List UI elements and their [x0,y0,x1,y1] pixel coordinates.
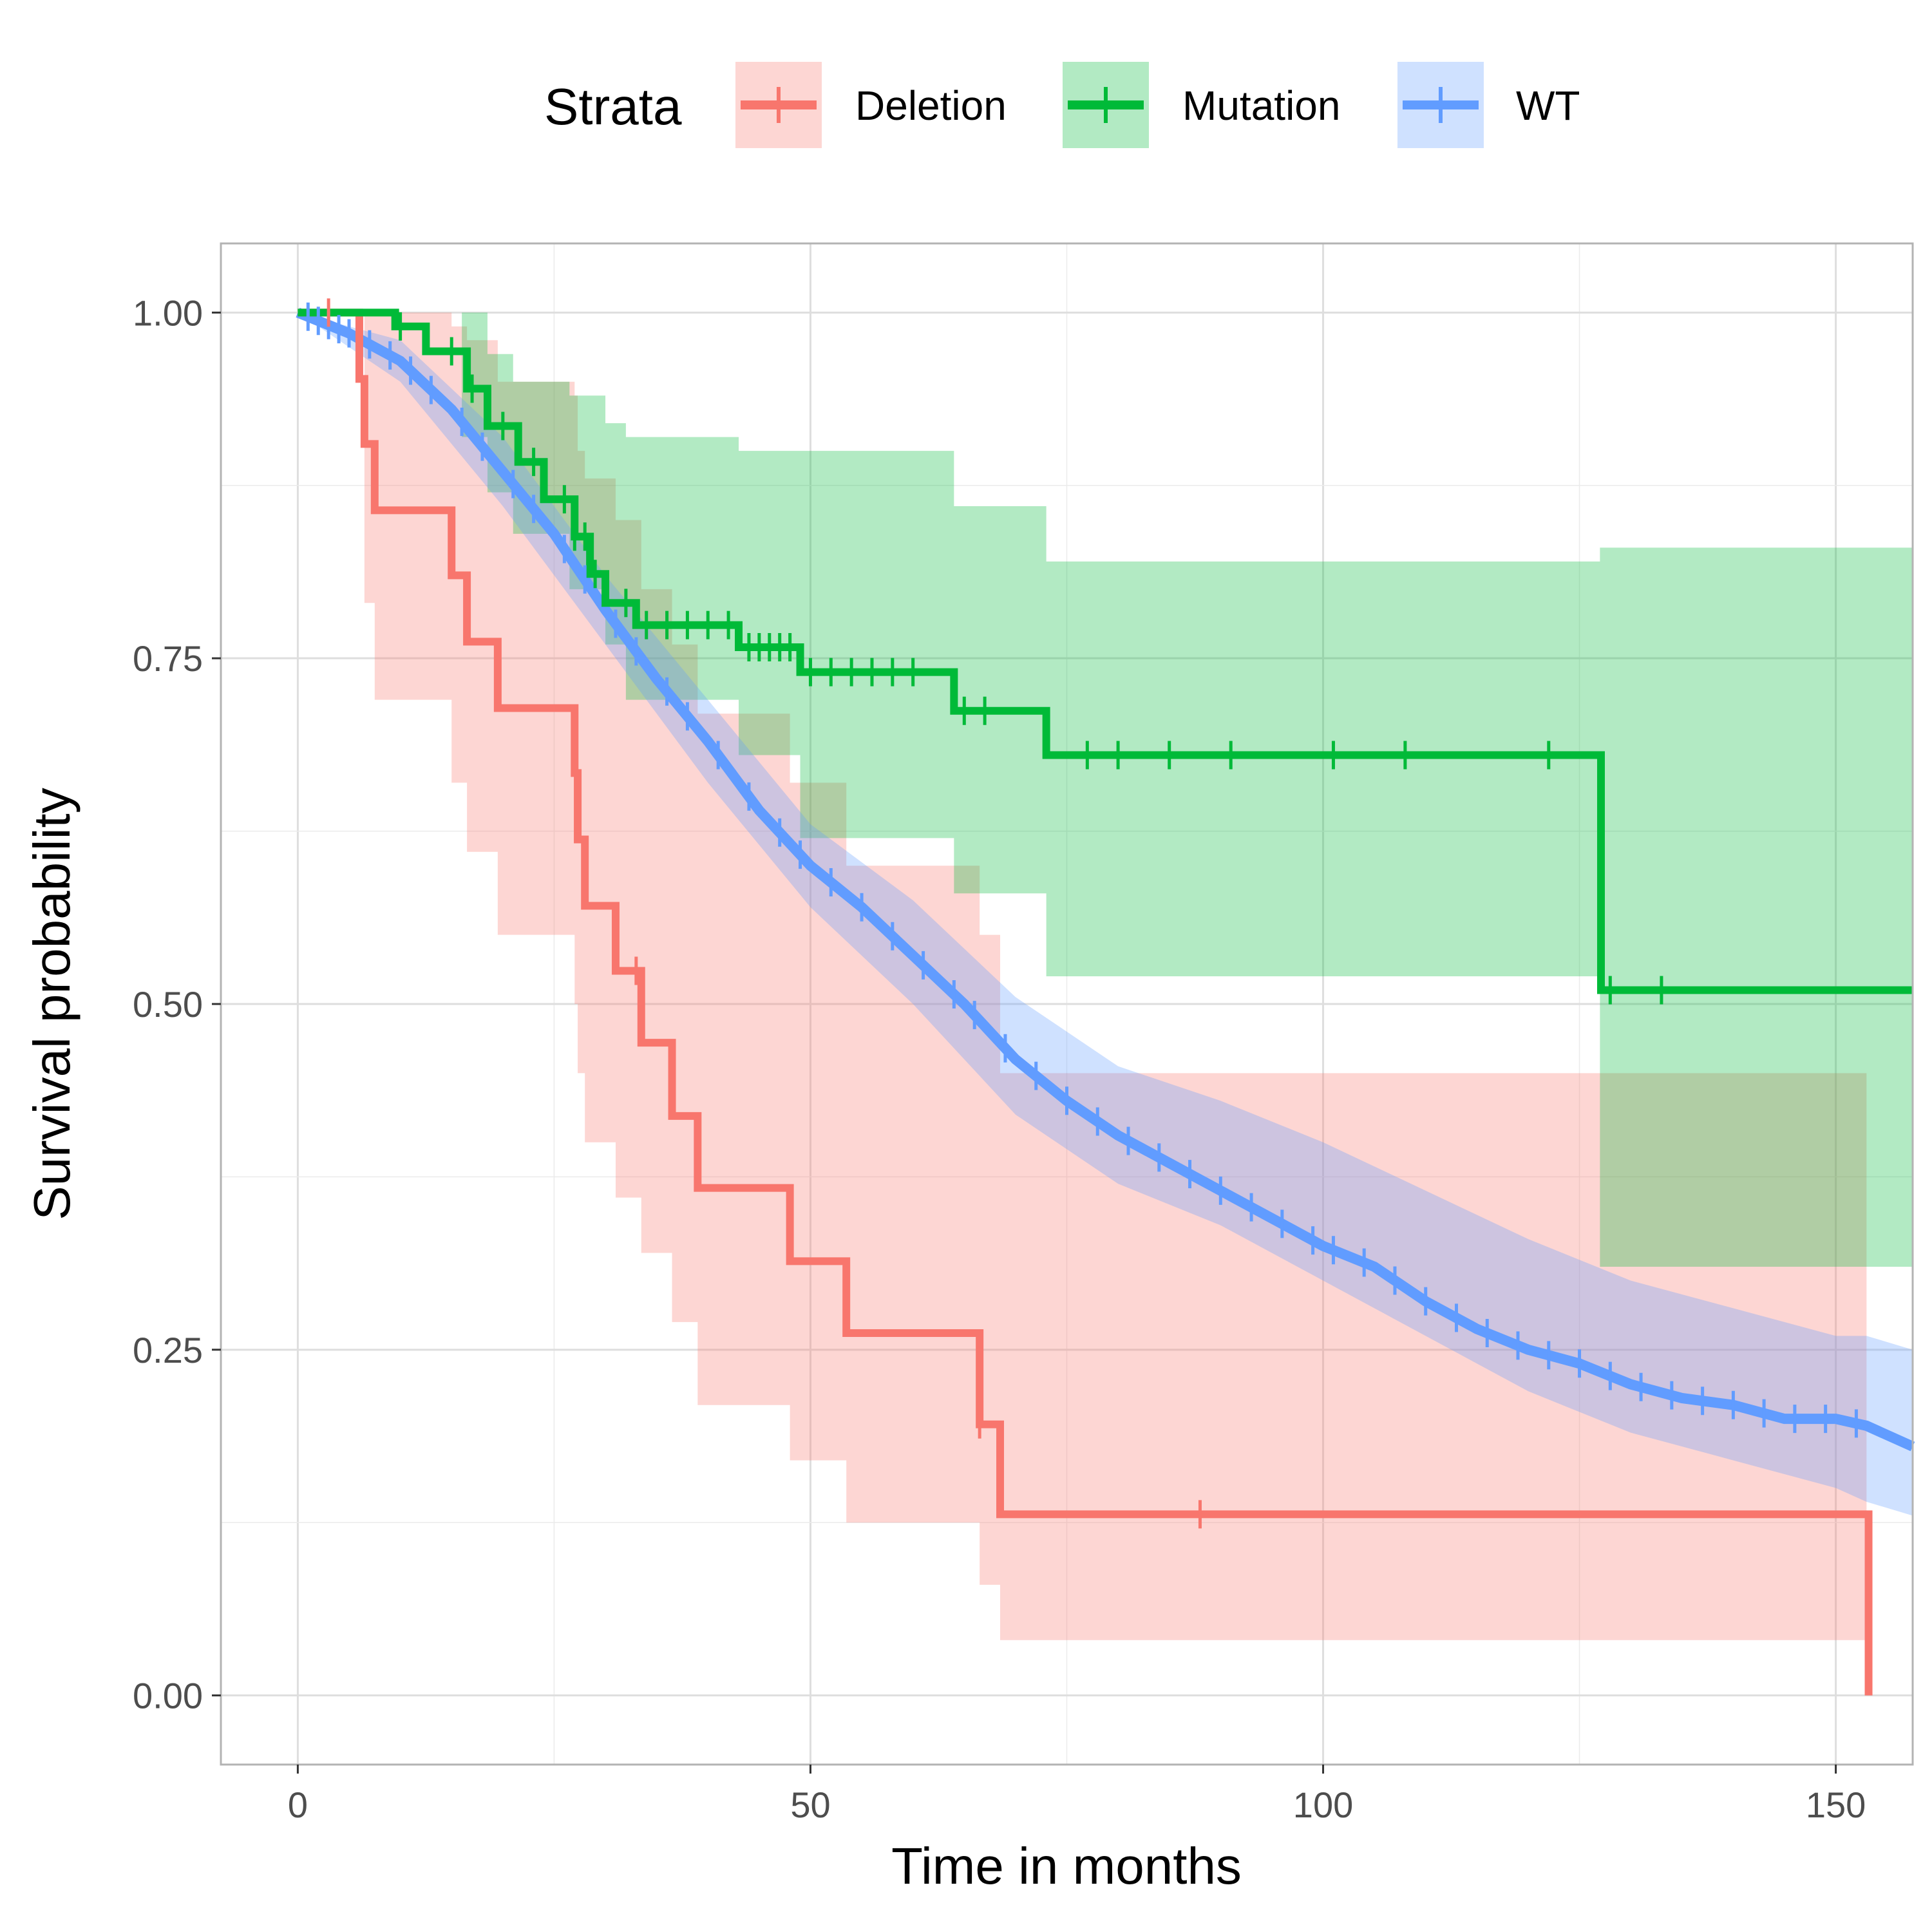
x-tick-label: 50 [790,1785,830,1825]
legend-label-wt: WT [1516,82,1580,129]
y-tick-label: 0.50 [133,984,203,1025]
y-tick-label: 0.00 [133,1676,203,1716]
x-tick-label: 100 [1293,1785,1353,1825]
x-tick-label: 150 [1806,1785,1866,1825]
y-axis: 0.00 0.25 0.50 0.75 1.00 [133,292,221,1716]
x-tick-label: 0 [288,1785,308,1825]
x-axis-title: Time in months [891,1837,1242,1895]
censor-marks [306,298,1858,1529]
y-axis-title: Survival probability [23,788,80,1220]
legend-entry-deletion: Deletion [735,62,1007,148]
legend-entry-wt: WT [1397,62,1580,148]
legend-entry-mutation: Mutation [1063,62,1340,148]
y-tick-label: 1.00 [133,292,203,333]
survival-curve-wt [296,307,1915,1452]
ci-band-wt [298,312,1913,1516]
y-tick-label: 0.75 [133,638,203,679]
ci-band-mutation [298,312,1913,1267]
y-tick-label: 0.25 [133,1330,203,1370]
legend-label-mutation: Mutation [1182,82,1340,129]
x-axis: 0 50 100 150 [288,1765,1866,1825]
legend-label-deletion: Deletion [855,82,1007,129]
ci-band-deletion [298,312,1867,1640]
legend: Strata Deletion Mutation WT [544,62,1580,148]
survival-curve-deletion [298,308,1873,1696]
survival-curve-mutation [298,308,1913,994]
survival-curves [296,307,1915,1696]
confidence-bands [298,312,1913,1640]
legend-title: Strata [544,78,682,135]
